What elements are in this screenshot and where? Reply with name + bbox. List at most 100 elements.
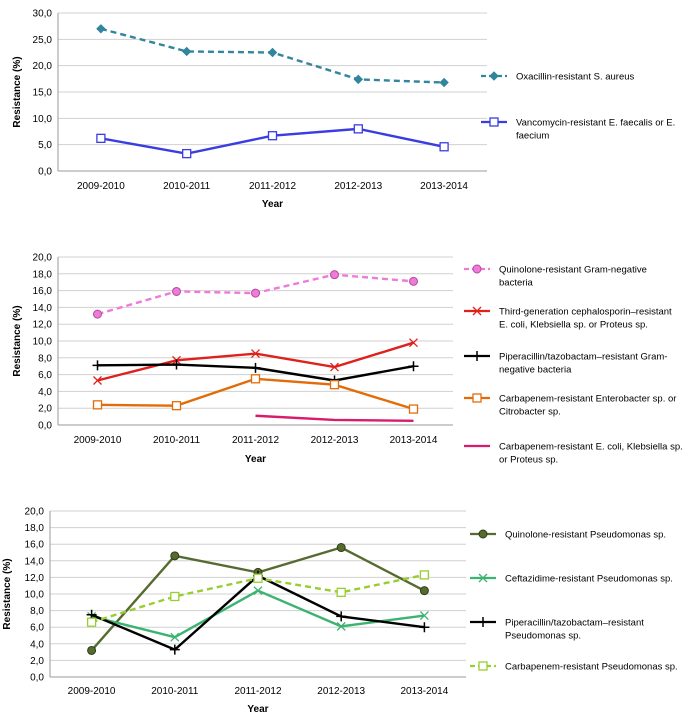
chart2-legend-label-4: Carbapenem-resistant Enterobacter sp. or	[499, 394, 676, 405]
chart2-x-tick-label: 2010-2011	[153, 435, 201, 446]
chart1-y-tick-label: 10,0	[33, 114, 53, 125]
chart3-series-2-line	[91, 589, 425, 639]
chart2-series-4-point	[408, 404, 419, 414]
chart2-y-tick-label: 0,0	[38, 421, 52, 432]
chart2-y-tick-label: 12,0	[33, 320, 53, 331]
chart3-series-4-point	[170, 591, 180, 602]
chart1-series-1-point	[353, 74, 364, 85]
chart2-legend-label-3: Piperacillin/tazobactam–resistant Gram-	[499, 352, 667, 363]
chart1-series-2-point	[182, 148, 192, 159]
chart3-series-4-point	[419, 570, 430, 580]
chart2-series-2-point	[409, 338, 418, 348]
chart2-legend-label-5: Carbapenem-resistant E. coli, Klebsiella…	[499, 442, 683, 453]
chart2-y-tick-label: 18,0	[33, 269, 53, 280]
chart2-legend-label-4: Citrobacter sp.	[499, 407, 561, 418]
chart3-legend-label-1: Quinolone-resistant Pseudomonas sp.	[505, 530, 666, 541]
chart3-series-2-point	[419, 611, 429, 621]
chart2-legend-label-2: E. coli, Klebsiella sp. or Proteus sp.	[499, 320, 648, 331]
chart2-y-tick-label: 16,0	[33, 286, 53, 297]
chart1-x-tick-label: 2010-2011	[163, 181, 211, 192]
chart1-x-tick-label: 2009-2010	[77, 181, 125, 192]
chart2-series-3-point	[408, 361, 419, 372]
chart2-series-3-point	[92, 360, 103, 371]
chart3-x-tick-label: 2013-2014	[400, 686, 448, 697]
chart2-series-4-point	[329, 380, 340, 390]
chart1-legend-label-1: Oxacillin-resistant S. aureus	[516, 72, 635, 83]
chart1-y-tick-label: 20,0	[33, 61, 53, 72]
chart1-x-axis-label: Year	[262, 199, 283, 210]
chart3-legend-marker-1	[478, 529, 488, 539]
chart1-y-axis-label: Resistance (%)	[12, 56, 23, 127]
chart1-legend-label-2: Vancomycin-resistant E. faecalis or E.	[516, 118, 675, 129]
chart2-legend-label-2: Third-generation cephalosporin–resistant	[499, 307, 672, 318]
chart3-y-tick-label: 6,0	[30, 623, 44, 634]
chart2-series-2-point	[93, 376, 102, 385]
chart3-y-tick-label: 12,0	[25, 573, 45, 584]
chart1-y-tick-label: 30,0	[33, 9, 53, 20]
chart1-series-2-point	[96, 133, 106, 143]
chart1-y-tick-label: 0,0	[38, 167, 52, 178]
chart2-legend-label-1: Quinolone-resistant Gram-negative	[499, 265, 647, 276]
chart3-x-tick-label: 2012-2013	[317, 686, 365, 697]
chart3-legend-label-3: Pseudomonas sp.	[505, 631, 581, 642]
chart3-y-tick-label: 0,0	[30, 673, 44, 684]
chart2-y-tick-label: 2,0	[38, 404, 52, 415]
chart1-x-tick-label: 2013-2014	[420, 181, 468, 192]
chart3-y-tick-label: 20,0	[25, 507, 45, 518]
chart1-series-1-point	[181, 46, 192, 57]
chart3-series-1-point	[336, 543, 346, 553]
chart2-legend-marker-1	[472, 264, 482, 274]
chart2-legend-marker-4	[472, 393, 482, 403]
chart3-series-3-line	[91, 574, 425, 652]
chart2-x-tick-label: 2011-2012	[232, 435, 280, 446]
chart3-legend-label-3: Piperacillin/tazobactam–resistant	[505, 618, 644, 629]
chart2-series-1-point	[172, 286, 181, 296]
chart1-series-2-point	[267, 131, 278, 141]
chart2-y-tick-label: 4,0	[38, 387, 52, 398]
chart1-series-1-point	[96, 24, 106, 34]
chart2-y-tick-label: 20,0	[33, 253, 53, 264]
chart3-series-3-point	[336, 611, 347, 622]
chart3-y-tick-label: 18,0	[25, 523, 45, 534]
chart2-x-tick-label: 2009-2010	[74, 435, 122, 446]
chart3-legend-marker-2	[478, 573, 488, 583]
chart3-series-1-point	[87, 645, 97, 655]
chart1-y-tick-label: 5,0	[38, 140, 52, 151]
chart2-series-2-point	[330, 362, 339, 372]
chart2-series-1-point	[93, 309, 102, 319]
chart1-series-1-point	[439, 77, 449, 88]
chart3-series-3-point	[169, 644, 180, 655]
chart2-series-3-point	[171, 359, 182, 370]
chart2-legend-marker-3	[472, 351, 482, 361]
chart3-series-1-point	[419, 586, 429, 596]
chart2-legend-label-3: negative bacteria	[499, 365, 572, 376]
chart3-legend-marker-4	[478, 661, 488, 671]
chart1-x-tick-label: 2011-2012	[249, 181, 297, 192]
chart2-series-1-point	[251, 288, 260, 298]
chart3-y-tick-label: 8,0	[30, 606, 44, 617]
chart2-legend-marker-2	[472, 306, 482, 316]
chart1-y-tick-label: 25,0	[33, 35, 53, 46]
chart3-series-2-point	[336, 621, 346, 631]
chart2-series-4-point	[92, 400, 103, 410]
chart3-series-1-point	[170, 551, 180, 561]
chart2-series-1-point	[330, 270, 339, 280]
chart2-x-tick-label: 2013-2014	[390, 435, 438, 446]
chart1-x-tick-label: 2012-2013	[334, 181, 382, 192]
chart3-legend-marker-3	[478, 617, 488, 627]
chart2-x-axis-label: Year	[245, 454, 266, 465]
chart2-series-4-point	[171, 401, 182, 411]
chart3-y-tick-label: 2,0	[30, 656, 44, 667]
chart3-y-tick-label: 16,0	[25, 540, 45, 551]
chart3-x-tick-label: 2011-2012	[234, 686, 282, 697]
chart2-x-tick-label: 2012-2013	[311, 435, 359, 446]
chart3-y-tick-label: 4,0	[30, 639, 44, 650]
chart2-series-1-point	[409, 276, 418, 286]
chart2-series-3-point	[250, 362, 261, 373]
chart3-x-tick-label: 2010-2011	[151, 686, 199, 697]
chart3-y-axis-label: Resistance (%)	[2, 558, 13, 629]
chart2-series-4-point	[250, 374, 261, 384]
chart1-series-2-point	[439, 142, 449, 152]
chart2-y-tick-label: 8,0	[38, 353, 52, 364]
